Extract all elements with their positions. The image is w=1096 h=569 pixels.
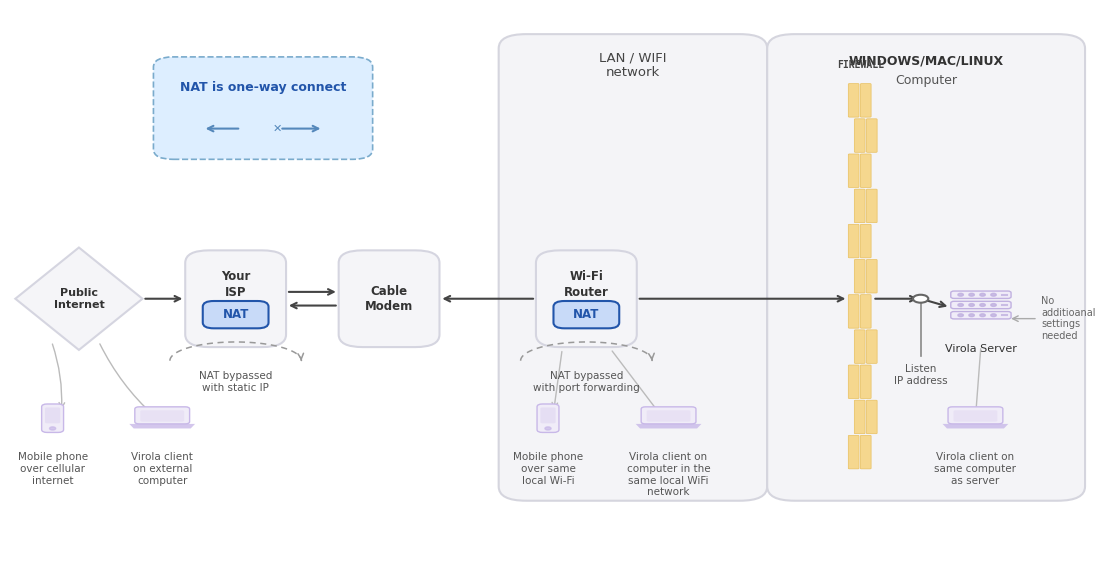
Text: Virola Server: Virola Server	[945, 344, 1017, 354]
FancyBboxPatch shape	[848, 154, 859, 187]
Polygon shape	[129, 424, 195, 428]
Circle shape	[991, 294, 996, 296]
FancyBboxPatch shape	[866, 119, 877, 152]
FancyBboxPatch shape	[848, 435, 859, 469]
FancyBboxPatch shape	[860, 295, 871, 328]
Text: Your
ISP: Your ISP	[221, 270, 250, 299]
Text: WINDOWS/MAC/LINUX: WINDOWS/MAC/LINUX	[848, 55, 1004, 68]
Text: FIREWALL: FIREWALL	[837, 60, 883, 71]
FancyBboxPatch shape	[855, 259, 865, 293]
Text: Virola client on
computer in the
same local WiFi
network: Virola client on computer in the same lo…	[627, 452, 710, 497]
Text: LAN / WIFI
network: LAN / WIFI network	[600, 51, 666, 80]
Circle shape	[49, 427, 56, 430]
FancyBboxPatch shape	[848, 84, 859, 117]
Text: Wi-Fi
Router: Wi-Fi Router	[564, 270, 608, 299]
Circle shape	[958, 314, 963, 316]
FancyBboxPatch shape	[855, 400, 865, 434]
Text: NAT is one-way connect: NAT is one-way connect	[180, 81, 346, 94]
FancyBboxPatch shape	[855, 330, 865, 364]
FancyBboxPatch shape	[647, 410, 690, 422]
Text: NAT bypassed
with static IP: NAT bypassed with static IP	[199, 371, 272, 393]
FancyBboxPatch shape	[641, 407, 696, 424]
FancyBboxPatch shape	[536, 250, 637, 347]
Text: Cable
Modem: Cable Modem	[365, 284, 413, 313]
Circle shape	[980, 294, 985, 296]
FancyBboxPatch shape	[866, 400, 877, 434]
FancyBboxPatch shape	[848, 295, 859, 328]
FancyBboxPatch shape	[537, 404, 559, 432]
Circle shape	[545, 427, 551, 430]
Circle shape	[980, 304, 985, 306]
Text: ✕: ✕	[273, 123, 282, 134]
Circle shape	[958, 304, 963, 306]
FancyBboxPatch shape	[153, 57, 373, 159]
FancyBboxPatch shape	[866, 330, 877, 364]
FancyBboxPatch shape	[860, 365, 871, 398]
FancyBboxPatch shape	[848, 224, 859, 258]
FancyBboxPatch shape	[948, 407, 1003, 424]
Circle shape	[969, 304, 974, 306]
Circle shape	[980, 314, 985, 316]
Text: NAT bypassed
with port forwarding: NAT bypassed with port forwarding	[533, 371, 640, 393]
Text: Public
Internet: Public Internet	[54, 288, 104, 310]
FancyBboxPatch shape	[45, 407, 60, 423]
FancyBboxPatch shape	[855, 119, 865, 152]
Polygon shape	[943, 424, 1008, 428]
FancyBboxPatch shape	[185, 250, 286, 347]
Text: Virola client on
same computer
as server: Virola client on same computer as server	[935, 452, 1016, 485]
FancyBboxPatch shape	[140, 410, 184, 422]
Polygon shape	[15, 248, 142, 350]
FancyBboxPatch shape	[855, 189, 865, 222]
FancyBboxPatch shape	[848, 365, 859, 398]
Text: Virola client
on external
computer: Virola client on external computer	[132, 452, 193, 485]
Text: Mobile phone
over same
local Wi-Fi: Mobile phone over same local Wi-Fi	[513, 452, 583, 485]
Text: Mobile phone
over cellular
internet: Mobile phone over cellular internet	[18, 452, 88, 485]
Text: No
additioanal
settings
needed: No additioanal settings needed	[1041, 296, 1096, 341]
Text: NAT: NAT	[573, 308, 600, 321]
FancyBboxPatch shape	[553, 301, 619, 328]
Polygon shape	[636, 424, 701, 428]
Circle shape	[991, 314, 996, 316]
FancyBboxPatch shape	[951, 291, 1011, 298]
FancyBboxPatch shape	[951, 302, 1011, 308]
FancyBboxPatch shape	[203, 301, 269, 328]
FancyBboxPatch shape	[42, 404, 64, 432]
FancyBboxPatch shape	[860, 435, 871, 469]
FancyBboxPatch shape	[540, 407, 556, 423]
FancyBboxPatch shape	[499, 34, 767, 501]
FancyBboxPatch shape	[339, 250, 439, 347]
Circle shape	[913, 295, 928, 303]
Text: Computer: Computer	[895, 75, 957, 87]
FancyBboxPatch shape	[860, 224, 871, 258]
FancyBboxPatch shape	[860, 154, 871, 187]
Text: NAT: NAT	[222, 308, 249, 321]
FancyBboxPatch shape	[866, 259, 877, 293]
FancyBboxPatch shape	[135, 407, 190, 424]
FancyBboxPatch shape	[866, 189, 877, 222]
FancyBboxPatch shape	[767, 34, 1085, 501]
FancyBboxPatch shape	[860, 84, 871, 117]
Circle shape	[969, 294, 974, 296]
FancyBboxPatch shape	[954, 410, 997, 422]
Circle shape	[969, 314, 974, 316]
Circle shape	[991, 304, 996, 306]
FancyBboxPatch shape	[951, 312, 1011, 319]
Circle shape	[958, 294, 963, 296]
Text: Listen
IP address: Listen IP address	[894, 364, 947, 386]
